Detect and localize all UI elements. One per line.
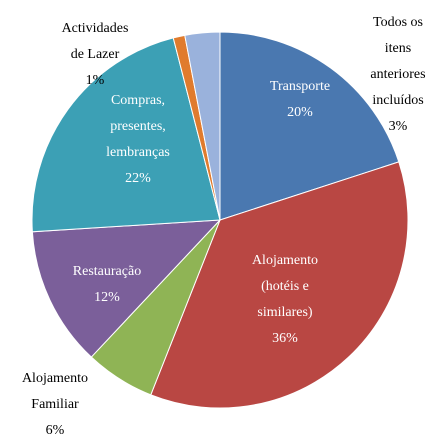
category-label: Transporte xyxy=(269,79,331,94)
value-label: 12% xyxy=(94,290,120,305)
slice-label: Restauração 12% xyxy=(57,259,157,311)
category-label: Alojamento (hotéis e similares) xyxy=(251,253,319,320)
pie-slice xyxy=(219,31,400,221)
category-label: Restauração xyxy=(72,264,142,279)
pie-slice xyxy=(31,37,221,233)
value-label: 1% xyxy=(85,73,105,88)
value-label: 3% xyxy=(388,119,408,134)
slice-label: Alojamento Familiar 6% xyxy=(18,366,93,444)
slice-label: Actividades de Lazer 1% xyxy=(55,16,135,94)
category-label: Todos os itens anteriores incluídos xyxy=(370,15,426,108)
slice-label: Compras, presentes, lembranças 22% xyxy=(98,88,178,192)
slice-label: Todos os itens anteriores incluídos 3% xyxy=(363,10,433,140)
pie-slice xyxy=(184,31,221,221)
pie-slice xyxy=(150,161,409,409)
value-label: 6% xyxy=(45,423,65,438)
value-label: 22% xyxy=(125,171,151,186)
slice-label: Alojamento (hotéis e similares) 36% xyxy=(240,248,330,352)
pie-slice xyxy=(31,219,222,358)
slice-label: Transporte 20% xyxy=(255,74,345,126)
value-label: 20% xyxy=(287,105,313,120)
category-label: Alojamento Familiar xyxy=(21,371,89,412)
category-label: Compras, presentes, lembranças xyxy=(106,93,170,160)
value-label: 36% xyxy=(272,331,298,346)
category-label: Actividades de Lazer xyxy=(61,21,129,62)
